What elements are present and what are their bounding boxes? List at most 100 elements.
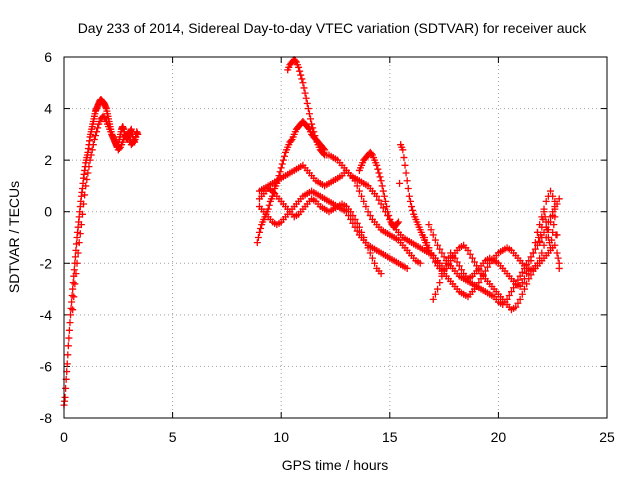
data-point [438, 272, 446, 280]
data-point [399, 146, 407, 154]
data-point [70, 293, 78, 301]
data-point [555, 195, 563, 203]
data-point [436, 264, 444, 272]
data-point [409, 206, 417, 214]
data-point [555, 259, 563, 267]
data-point [265, 201, 273, 209]
data-point [353, 227, 361, 235]
data-point [427, 226, 435, 234]
data-point [429, 295, 437, 303]
x-tick-label: 25 [599, 429, 615, 445]
data-point [347, 208, 355, 216]
data-point [538, 249, 546, 257]
x-axis-label: GPS time / hours [282, 457, 389, 473]
data-point [351, 215, 359, 223]
x-tick-label: 10 [273, 429, 289, 445]
data-point [66, 319, 74, 327]
data-point [304, 105, 312, 113]
data-point [276, 168, 284, 176]
data-point [549, 208, 557, 216]
data-point [516, 282, 524, 290]
data-point [383, 203, 391, 211]
data-point [529, 249, 537, 257]
x-tick-label: 5 [169, 429, 177, 445]
data-point [67, 304, 75, 312]
data-point [440, 253, 448, 261]
data-point [353, 182, 361, 190]
data-point [297, 71, 305, 79]
series-segment-3e [533, 208, 563, 267]
y-tick-label: -2 [40, 255, 53, 271]
data-point [538, 223, 546, 231]
data-point [253, 239, 261, 247]
data-point [442, 259, 450, 267]
data-point [358, 228, 366, 236]
data-point [84, 169, 92, 177]
data-point [518, 290, 526, 298]
data-point [320, 150, 328, 158]
data-point [61, 393, 69, 401]
data-point [371, 259, 379, 267]
data-point [128, 139, 136, 147]
data-point [547, 244, 555, 252]
data-point [541, 213, 549, 221]
data-point [457, 266, 465, 274]
data-point [62, 384, 70, 392]
x-tick-label: 20 [491, 429, 507, 445]
data-point [373, 161, 381, 169]
data-point [484, 263, 492, 271]
data-point [550, 221, 558, 229]
data-point [80, 200, 88, 208]
data-point [64, 342, 72, 350]
data-point [453, 258, 461, 266]
data-point [537, 231, 545, 239]
data-point [394, 218, 402, 226]
data-point [527, 271, 535, 279]
data-point [464, 246, 472, 254]
data-point [549, 192, 557, 200]
data-point [481, 267, 489, 275]
data-point [367, 150, 375, 158]
data-point [523, 270, 531, 278]
data-point [536, 239, 544, 247]
data-point [309, 124, 317, 132]
data-point [385, 212, 393, 220]
series-segment-3c [434, 241, 559, 314]
series-segment-2d [255, 187, 411, 272]
data-point [374, 165, 382, 173]
data-point [552, 231, 560, 239]
data-point [425, 244, 433, 252]
data-point [471, 258, 479, 266]
data-point [360, 197, 368, 205]
data-point [406, 197, 414, 205]
data-point [68, 292, 76, 300]
x-tick-label: 0 [60, 429, 68, 445]
data-point [355, 223, 363, 231]
data-point [70, 266, 78, 274]
data-point [76, 230, 84, 238]
data-point [551, 213, 559, 221]
data-point [520, 275, 528, 283]
data-point [540, 208, 548, 216]
data-points [60, 56, 563, 409]
data-point [507, 288, 515, 296]
data-point [444, 254, 452, 262]
data-point [69, 279, 77, 287]
data-point [380, 192, 388, 200]
data-point [305, 110, 313, 118]
data-point [427, 249, 435, 257]
data-point [523, 280, 531, 288]
data-point [401, 161, 409, 169]
data-point [551, 197, 559, 205]
data-point [299, 79, 307, 87]
data-point [300, 84, 308, 92]
data-point [115, 145, 123, 153]
data-point [87, 151, 95, 159]
data-point [451, 254, 459, 262]
data-point [67, 311, 75, 319]
data-point [72, 270, 80, 278]
data-point [277, 164, 285, 172]
y-tick-label: 2 [44, 152, 52, 168]
data-point [436, 245, 444, 253]
data-point [65, 334, 73, 342]
